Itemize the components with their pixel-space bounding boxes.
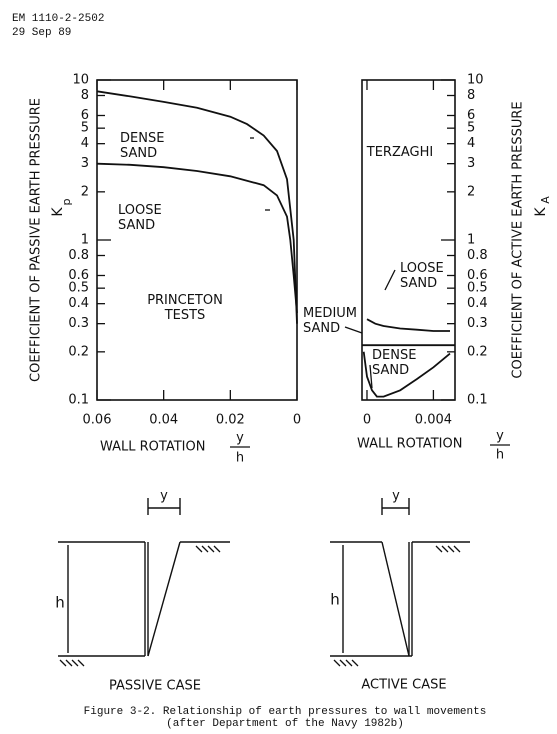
y-tick-label: 6	[467, 108, 475, 123]
y-tick-label: 5	[467, 121, 475, 136]
diagram-label: y	[160, 489, 168, 504]
curve	[96, 90, 298, 324]
doc-number: EM 1110-2-2502	[12, 13, 104, 25]
y-tick-label: 0.4	[68, 296, 89, 311]
y-tick-label: 0.8	[68, 248, 89, 263]
leader	[384, 269, 396, 291]
y-tick-label: 0.2	[467, 344, 488, 359]
diagram-label: h	[55, 594, 65, 612]
x-fraction-top: y	[236, 431, 244, 446]
doc-date: 29 Sep 89	[12, 27, 71, 39]
passive-diagram	[58, 498, 230, 667]
active-diagram	[330, 498, 470, 667]
y-tick-label: 8	[81, 88, 89, 103]
y-tick-label: 1	[467, 233, 475, 248]
leader	[369, 364, 373, 389]
y-tick-label: 0.5	[467, 281, 488, 296]
curve-label: LOOSE SAND	[400, 261, 444, 291]
y2-axis-symbol: K	[533, 207, 549, 217]
plot-frame	[96, 79, 298, 401]
y-axis-symbol: K	[50, 207, 66, 217]
y-tick-label: 3	[467, 156, 475, 171]
curve	[96, 162, 298, 313]
figure-caption: (after Department of the Navy 1982b)	[166, 718, 404, 730]
y-tick-label: 4	[467, 136, 475, 151]
diagram-label: y	[392, 489, 400, 504]
leader	[344, 326, 363, 334]
y-tick-label: 6	[81, 108, 89, 123]
curve-label: MEDIUM SAND	[303, 306, 357, 336]
y-tick-label: 1	[81, 233, 89, 248]
y-axis-label: COEFFICIENT OF PASSIVE EARTH PRESSURE	[29, 98, 44, 382]
x-fraction-top: y	[496, 429, 504, 444]
y-tick-label: 0.4	[467, 296, 488, 311]
annotation: TERZAGHI	[366, 145, 433, 160]
y-tick-label: 2	[81, 184, 89, 199]
curve-label: DENSE SAND	[120, 131, 164, 161]
y-tick-label: 0.2	[68, 344, 89, 359]
annotation: PRINCETON TESTS	[147, 293, 223, 323]
y-tick-label: 0.8	[467, 248, 488, 263]
y2-axis-subscript: A	[539, 196, 552, 204]
y-tick-label: 0.1	[467, 393, 488, 408]
y-tick-label: 2	[467, 184, 475, 199]
x-tick-label: 0.004	[415, 413, 452, 428]
y-tick-label: 0.6	[467, 268, 488, 283]
y-tick-label: 0.3	[68, 316, 89, 331]
x-fraction-bottom: h	[236, 451, 244, 466]
diagram-caption: PASSIVE CASE	[109, 679, 201, 694]
y-tick-label: 10	[467, 73, 484, 88]
curve	[362, 351, 451, 398]
y2-axis-label: COEFFICIENT OF ACTIVE EARTH PRESSURE	[511, 101, 526, 378]
x-tick-label: 0.04	[149, 413, 178, 428]
y-tick-label: 10	[72, 73, 89, 88]
y-tick-label: 0.3	[467, 316, 488, 331]
y-tick-label: 0.5	[68, 281, 89, 296]
curve	[366, 318, 450, 332]
diagram-caption: ACTIVE CASE	[361, 678, 446, 693]
curve-label: DENSE SAND	[372, 348, 416, 378]
x-tick-label: 0	[293, 413, 301, 428]
curve-label: LOOSE SAND	[118, 203, 162, 233]
y-tick-label: 3	[81, 156, 89, 171]
y-tick-label: 4	[81, 136, 89, 151]
y-tick-label: 8	[467, 88, 475, 103]
y-axis-subscript: p	[60, 198, 73, 205]
figure-caption: Figure 3-2. Relationship of earth pressu…	[84, 706, 487, 718]
x-tick-label: 0	[363, 413, 371, 428]
x-tick-label: 0.06	[83, 413, 112, 428]
x-tick-label: 0.02	[216, 413, 245, 428]
y-tick-label: 0.1	[68, 393, 89, 408]
y-tick-label: 5	[81, 121, 89, 136]
x-axis-label: WALL ROTATION	[100, 440, 205, 455]
diagram-label: h	[330, 591, 340, 609]
x-fraction-bottom: h	[496, 448, 504, 463]
x-axis-label: WALL ROTATION	[357, 437, 462, 452]
y-tick-label: 0.6	[68, 268, 89, 283]
